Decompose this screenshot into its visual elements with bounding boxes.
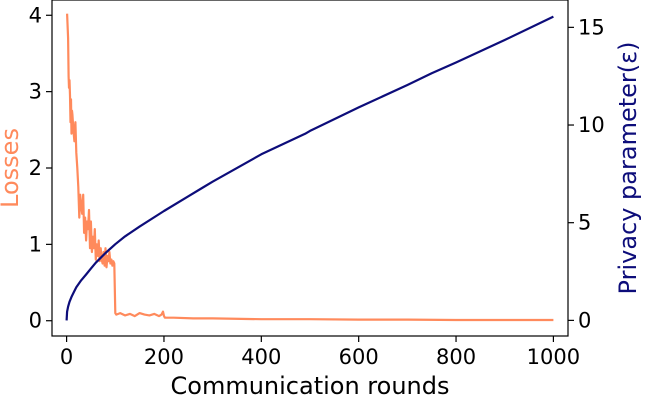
x-tick-label: 800 [436,345,476,369]
privacy-series-line [65,15,554,321]
left-y-tick-label: 1 [29,232,42,256]
x-axis-ticks: 0 200 400 600 800 1000 [60,336,580,369]
left-y-tick-label: 4 [29,3,42,27]
left-axis-ticks: 0 1 2 3 4 [29,3,52,333]
x-tick-label: 400 [241,345,281,369]
right-y-axis-label: Privacy parameter(ε) [614,42,642,295]
x-tick-label: 0 [60,345,73,369]
plot-area [51,0,569,337]
x-tick-label: 600 [339,345,379,369]
series-layer [65,13,554,322]
right-y-tick-label: 15 [578,15,605,39]
left-y-tick-label: 2 [29,156,42,180]
plot-border [51,0,569,337]
right-y-tick-label: 10 [578,113,605,137]
left-y-tick-label: 0 [29,309,42,333]
x-tick-label: 1000 [527,345,580,369]
left-y-tick-label: 3 [29,80,42,104]
losses-series-line [66,13,554,322]
plot-frame [51,0,569,337]
left-y-axis-label: Losses [0,128,24,208]
right-axis-ticks: 0 5 10 15 [568,15,605,332]
x-axis-label: Communication rounds [171,372,450,400]
right-y-tick-label: 0 [578,308,591,332]
x-tick-label: 200 [144,345,184,369]
right-y-tick-label: 5 [578,211,591,235]
